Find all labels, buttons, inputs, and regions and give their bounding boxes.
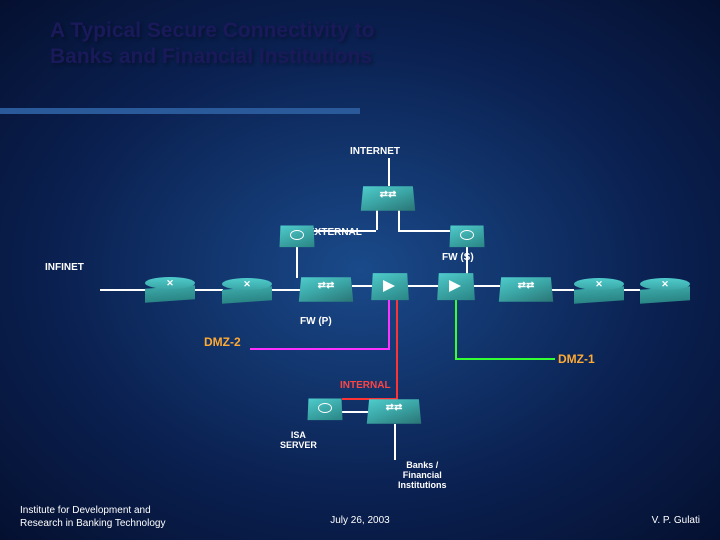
line — [388, 300, 390, 350]
footer-date: July 26, 2003 — [330, 515, 390, 526]
line — [388, 158, 390, 186]
line — [352, 285, 372, 287]
line — [100, 289, 145, 291]
line — [314, 230, 376, 232]
line — [474, 285, 500, 287]
footer-institute: Institute for Development and Research i… — [20, 504, 165, 530]
switch-external-top: ⇄⇄ — [362, 185, 414, 211]
page-title: A Typical Secure Connectivity to Banks a… — [50, 18, 374, 71]
line — [394, 424, 396, 460]
label-isa: ISA SERVER — [280, 430, 317, 450]
line — [398, 210, 400, 230]
label-fwp: FW (P) — [300, 316, 332, 327]
title-line1: A Typical Secure Connectivity to — [50, 18, 374, 44]
router-infinet-1: ✕ — [145, 277, 195, 301]
line — [624, 289, 640, 291]
line — [408, 285, 438, 287]
line — [250, 348, 390, 350]
label-internal: INTERNAL — [340, 380, 391, 391]
line — [455, 358, 555, 360]
line — [195, 289, 223, 291]
line — [455, 300, 457, 360]
pix-top-right — [450, 225, 484, 247]
switch-right: ⇄⇄ — [500, 276, 552, 302]
title-divider — [0, 108, 360, 114]
pix-top-left — [280, 225, 314, 247]
line — [552, 289, 574, 291]
label-internet: INTERNET — [350, 146, 400, 157]
line — [272, 289, 300, 291]
line — [398, 230, 450, 232]
switch-mid: ⇄⇄ — [300, 276, 352, 302]
switch-internal: ⇄⇄ — [368, 398, 420, 424]
label-fws: FW (S) — [442, 252, 474, 263]
title-line2: Banks and Financial Institutions — [50, 44, 374, 70]
label-banks: Banks / Financial Institutions — [398, 460, 447, 490]
line — [396, 300, 398, 400]
router-right-2: ✕ — [640, 278, 690, 302]
footer-author: V. P. Gulati — [652, 515, 700, 526]
line — [376, 210, 378, 230]
label-external: EXTERNAL — [308, 227, 362, 238]
firewall-secondary — [438, 272, 474, 300]
label-dmz2: DMZ-2 — [204, 335, 241, 349]
line — [466, 246, 468, 274]
router-right-1: ✕ — [574, 278, 624, 302]
line — [296, 246, 298, 278]
label-infinet: INFINET — [45, 262, 84, 273]
pix-internal — [308, 398, 342, 420]
label-dmz1: DMZ-1 — [558, 352, 595, 366]
firewall-primary — [372, 272, 408, 300]
router-infinet-2: ✕ — [222, 278, 272, 302]
